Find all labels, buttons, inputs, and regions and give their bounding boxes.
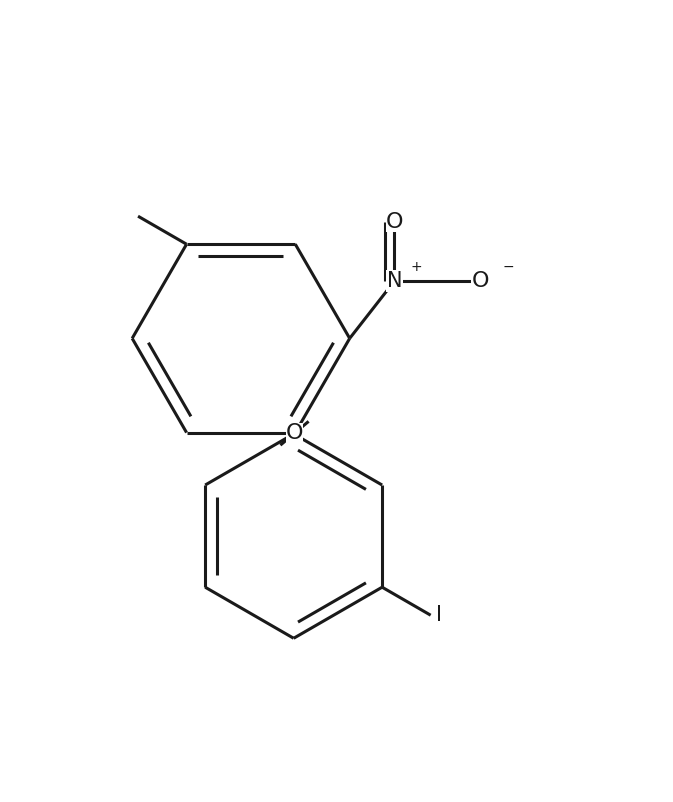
Text: O: O xyxy=(286,423,304,444)
Text: +: + xyxy=(411,260,422,273)
Text: O: O xyxy=(386,212,403,232)
Text: I: I xyxy=(435,606,441,626)
Text: −: − xyxy=(503,260,514,273)
Text: O: O xyxy=(471,271,489,291)
Text: N: N xyxy=(386,271,402,291)
